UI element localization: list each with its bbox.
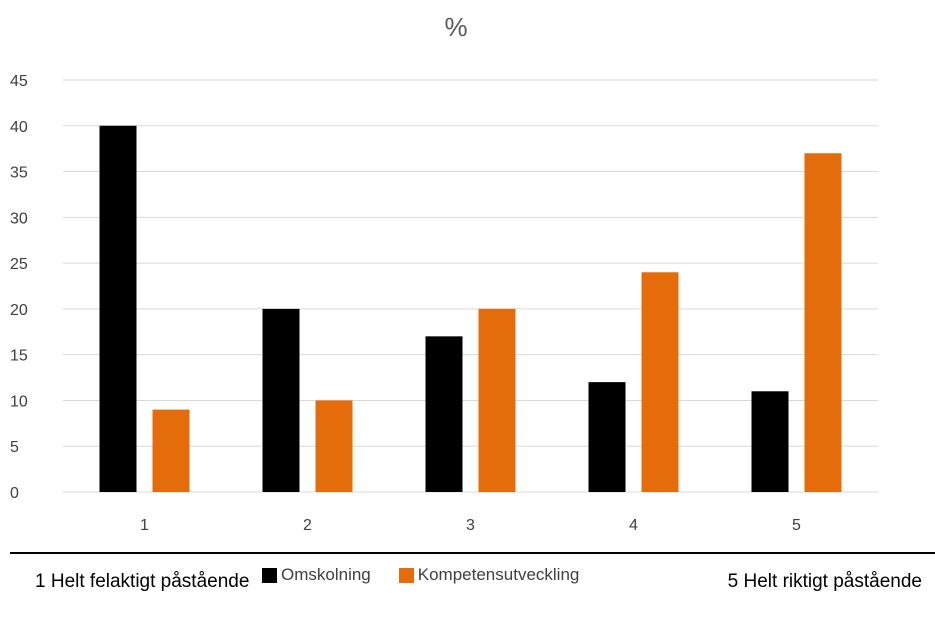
y-tick-label: 0 bbox=[10, 485, 19, 502]
scale-label-left: 1 Helt felaktigt påstående bbox=[35, 571, 250, 592]
legend-swatch-kompetensutveckling bbox=[398, 567, 414, 583]
bar-kompetensutveckling-2 bbox=[315, 400, 353, 492]
bar-omskolning-4 bbox=[588, 382, 626, 492]
scale-label-right: 5 Helt riktigt påstående bbox=[727, 571, 922, 592]
bar-omskolning-1 bbox=[99, 125, 137, 493]
legend-item-kompetensutveckling: Kompetensutveckling bbox=[398, 565, 580, 585]
legend: Omskolning Kompetensutveckling bbox=[262, 565, 579, 585]
y-tick-label: 30 bbox=[10, 210, 28, 227]
bar-kompetensutveckling-3 bbox=[478, 308, 516, 492]
bar-omskolning-5 bbox=[751, 391, 789, 492]
bar-omskolning-2 bbox=[262, 308, 300, 492]
y-tick-label: 10 bbox=[10, 393, 28, 410]
y-tick-label: 20 bbox=[10, 302, 28, 319]
legend-swatch-omskolning bbox=[262, 567, 277, 583]
legend-item-omskolning: Omskolning bbox=[262, 565, 371, 585]
bar-kompetensutveckling-1 bbox=[152, 409, 190, 492]
x-tick-label: 5 bbox=[792, 517, 801, 534]
legend-label-omskolning: Omskolning bbox=[281, 565, 371, 584]
y-tick-label: 40 bbox=[10, 119, 28, 136]
x-axis-ticks: 1 2 3 4 5 bbox=[140, 517, 801, 534]
y-tick-label: 15 bbox=[10, 348, 28, 365]
gridlines bbox=[63, 79, 878, 493]
y-tick-label: 25 bbox=[10, 256, 28, 273]
x-tick-label: 2 bbox=[303, 517, 312, 534]
chart-title: % bbox=[444, 12, 467, 42]
y-tick-label: 45 bbox=[10, 73, 28, 90]
y-axis-ticks: 0 5 10 15 20 25 30 35 40 45 bbox=[10, 73, 28, 502]
x-tick-label: 1 bbox=[140, 517, 149, 534]
bar-omskolning-3 bbox=[425, 336, 463, 492]
y-tick-label: 5 bbox=[10, 439, 19, 456]
x-tick-label: 3 bbox=[466, 517, 475, 534]
y-tick-label: 35 bbox=[10, 165, 28, 182]
bar-kompetensutveckling-5 bbox=[804, 153, 842, 492]
bars bbox=[99, 125, 842, 493]
x-tick-label: 4 bbox=[629, 517, 638, 534]
legend-label-kompetensutveckling: Kompetensutveckling bbox=[417, 565, 580, 584]
bar-kompetensutveckling-4 bbox=[641, 272, 679, 492]
divider-line bbox=[10, 552, 935, 554]
